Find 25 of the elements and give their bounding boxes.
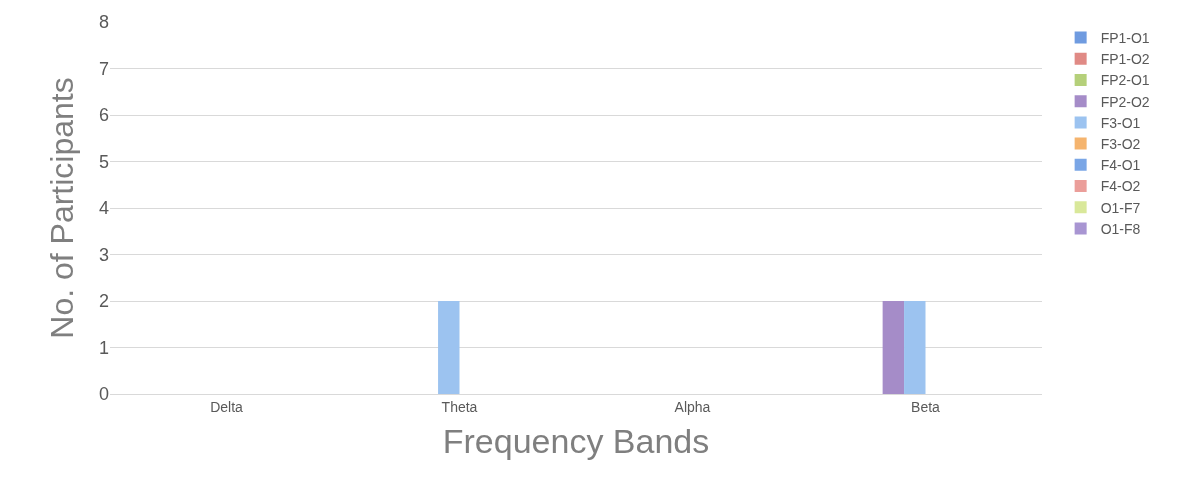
- x-axis-title: Frequency Bands: [442, 422, 710, 461]
- legend-label: F3-O2: [1100, 136, 1141, 153]
- legend-label: O1-F8: [1100, 220, 1141, 237]
- x-tick-label: Beta: [911, 398, 941, 415]
- x-tick-label: Alpha: [674, 398, 711, 415]
- y-tick-label: 7: [98, 58, 109, 79]
- x-tick-label: Theta: [441, 398, 478, 415]
- y-tick-label: 3: [98, 244, 109, 265]
- y-tick-label: 5: [98, 151, 109, 172]
- legend-label: O1-F7: [1100, 199, 1141, 216]
- y-tick-label: 4: [98, 198, 109, 219]
- legend-label: FP2-O2: [1100, 93, 1150, 110]
- legend-label: FP1-O1: [1100, 30, 1150, 47]
- legend-label: FP2-O1: [1100, 72, 1150, 89]
- legend-label: F3-O1: [1100, 114, 1141, 131]
- x-tick-label: Delta: [210, 398, 244, 415]
- y-tick-label: 8: [98, 12, 109, 33]
- y-tick-label: 0: [98, 384, 109, 405]
- legend-label: F4-O2: [1100, 178, 1141, 195]
- y-axis-title: No. of Participants: [44, 77, 81, 339]
- y-tick-label: 1: [98, 337, 109, 358]
- legend-label: F4-O1: [1100, 157, 1141, 174]
- y-tick-label: 2: [98, 291, 109, 312]
- legend-label: FP1-O2: [1100, 51, 1150, 68]
- y-tick-label: 6: [98, 105, 109, 126]
